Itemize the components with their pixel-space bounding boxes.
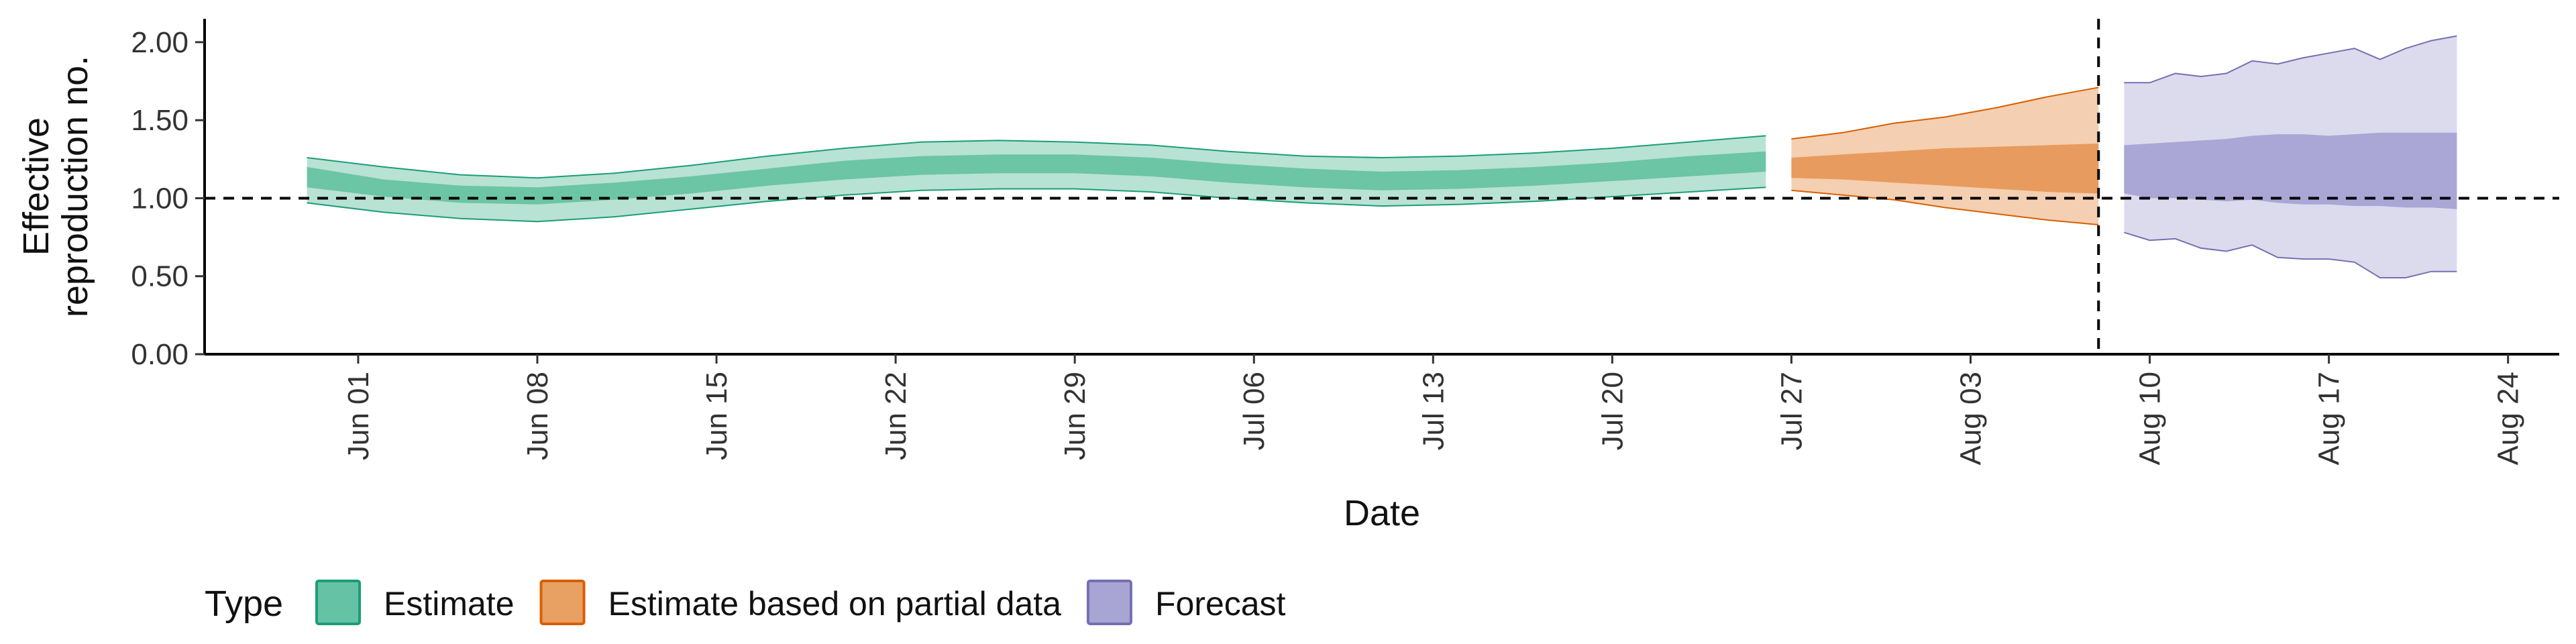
- legend-label: Forecast: [1155, 585, 1286, 623]
- legend-item: Estimate based on partial data: [539, 580, 1062, 625]
- series-1: [1791, 87, 2099, 225]
- y-tick-label: 1.50: [131, 104, 189, 137]
- x-tick-label: Jul 13: [1417, 372, 1450, 450]
- axes: 0.00 0.50 1.00 1.50 2.00 Jun 01 Jun 08 Jun 15 Ju…: [131, 19, 2559, 465]
- x-tick-label: Jun 22: [879, 372, 912, 460]
- legend-label: Estimate: [384, 585, 515, 623]
- y-tick-label: 0.00: [131, 338, 189, 371]
- inner-band: [2124, 132, 2457, 209]
- x-tick-label: Jun 15: [700, 372, 733, 460]
- x-tick-label: Jun 29: [1059, 372, 1091, 460]
- legend-item: Estimate: [315, 580, 515, 625]
- outer-high-line: [307, 135, 1766, 179]
- y-tick-label: 1.00: [131, 182, 189, 215]
- series-0: [307, 135, 1766, 223]
- y-tick-label: 0.50: [131, 260, 189, 293]
- x-tick-label: Aug 24: [2492, 372, 2525, 465]
- outer-low-line: [307, 186, 1766, 223]
- legend: Type Estimate Estimate based on partial da…: [205, 580, 1286, 625]
- y-axis-title-line: reproduction no.: [55, 56, 95, 317]
- y-axis-title-line: Effective: [16, 117, 56, 256]
- x-tick-label: Jul 27: [1775, 372, 1808, 450]
- legend-title: Type: [205, 584, 283, 624]
- inner-band: [307, 151, 1766, 205]
- x-tick-label: Jul 20: [1596, 372, 1629, 450]
- outer-low-line: [2124, 231, 2457, 278]
- x-tick-label: Aug 17: [2313, 372, 2346, 465]
- outer-band: [307, 136, 1766, 222]
- outer-high-line: [2124, 35, 2457, 84]
- x-tick-label: Aug 10: [2134, 372, 2167, 465]
- series-2: [2124, 35, 2457, 278]
- legend-item: Forecast: [1086, 580, 1286, 625]
- reference-lines: [205, 19, 2559, 354]
- x-tick-label: Jul 06: [1238, 372, 1271, 450]
- x-tick-label: Aug 03: [1955, 372, 1988, 465]
- legend-label: Estimate based on partial data: [608, 585, 1062, 623]
- uncertainty-bands: [307, 35, 2457, 278]
- x-axis-title: Date: [1344, 493, 1420, 533]
- legend-swatch: [539, 580, 586, 625]
- x-tick-label: Jun 01: [342, 372, 375, 460]
- legend-swatch: [315, 580, 361, 625]
- y-tick-label: 2.00: [131, 26, 189, 59]
- legend-swatch: [1086, 580, 1132, 625]
- inner-band: [1791, 144, 2099, 194]
- x-tick-label: Jun 08: [521, 372, 554, 460]
- outer-low-line: [1791, 189, 2099, 225]
- outer-high-line: [1791, 87, 2099, 140]
